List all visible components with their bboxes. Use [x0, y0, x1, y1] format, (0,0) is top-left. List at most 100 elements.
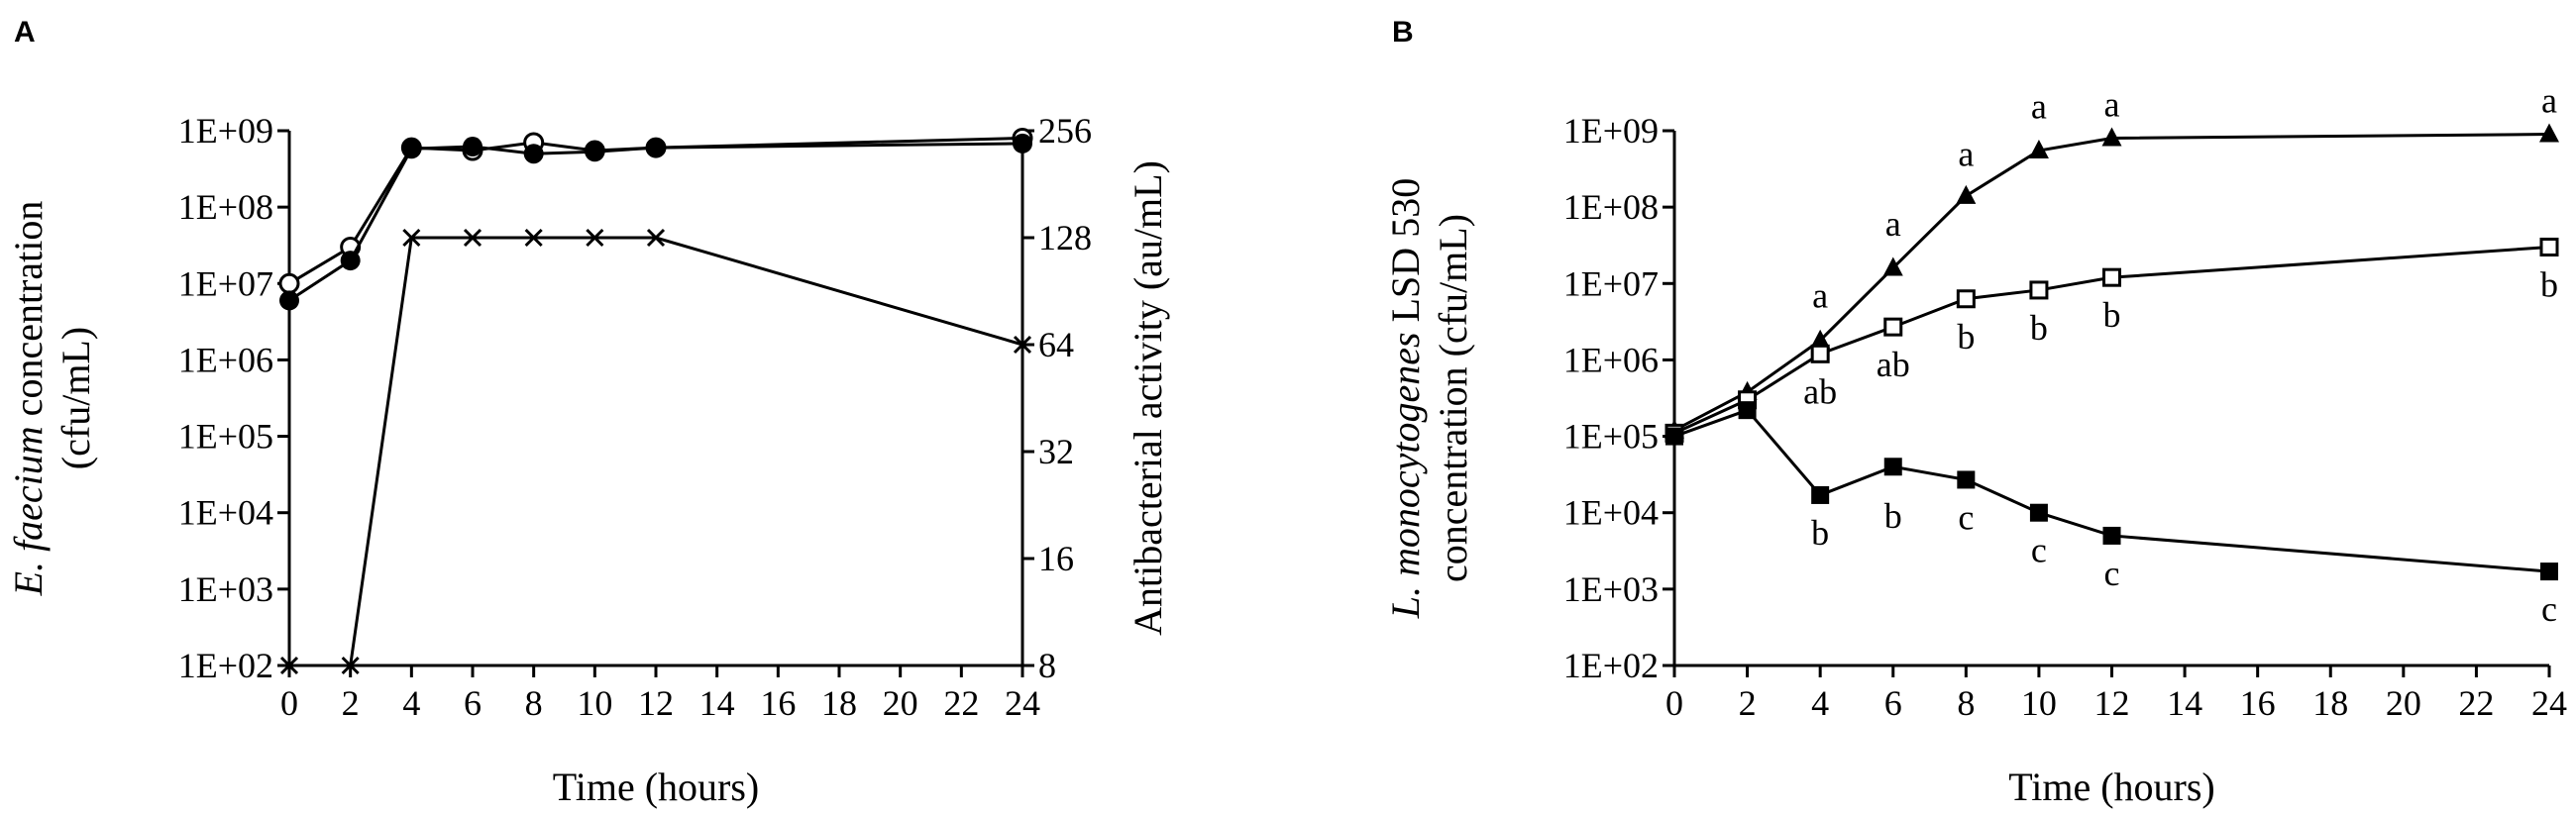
panel-b-point-label: b: [2030, 308, 2048, 348]
panel-a-y-tick-label: 1E+03: [178, 569, 273, 609]
panel-b-y-tick-label: 1E+09: [1563, 111, 1659, 151]
panel-b-point-label: a: [2104, 84, 2120, 124]
panel-a-y2-tick-label: 8: [1038, 646, 1056, 685]
panel-a-cross-marker: [341, 656, 360, 675]
panel-a-y2-tick-label: 32: [1038, 432, 1074, 471]
panel-b-letter: B: [1392, 16, 1414, 49]
panel-b-y-tick-label: 1E+07: [1563, 263, 1659, 303]
panel-b-point-label: b: [1884, 496, 1902, 536]
panel-b-x-tick-label: 16: [2240, 683, 2276, 723]
panel-a-x-tick-label: 10: [577, 683, 612, 723]
panel-a-x-tick-label: 0: [280, 683, 298, 723]
panel-a-y-tick-label: 1E+06: [178, 340, 273, 379]
panel-b-filled-square-marker: [2540, 563, 2558, 581]
panel-b-point-label: c: [2104, 554, 2120, 593]
panel-a-y-tick-label: 1E+07: [178, 263, 273, 303]
panel-a-y-axis-title-italic: E. faecium: [6, 426, 51, 596]
panel-b-filled-triangle-marker: [2539, 123, 2559, 143]
panel-b-series-2-line: [1673, 245, 2550, 435]
panel-b-x-tick-label: 4: [1811, 683, 1829, 723]
panel-a-y-axis-title-rest: concentration: [6, 201, 51, 427]
panel-b-filled-square-marker: [1957, 470, 1976, 489]
panel-a-y-tick-label: 1E+04: [178, 493, 273, 533]
panel-b-point-label: b: [2540, 264, 2558, 304]
panel-b-x-tick-label: 14: [2167, 683, 2202, 723]
panel-b-filled-square-marker: [2102, 526, 2121, 545]
panel-b-x-axis-title: Time (hours): [2008, 765, 2215, 809]
panel-b-x-tick-label: 12: [2094, 683, 2130, 723]
panel-a-cross-marker: [279, 656, 299, 675]
panel-b-filled-square-marker: [1738, 401, 1757, 420]
panel-a-series-2-line: [288, 142, 1023, 302]
panel-a-x-tick-label: 24: [1005, 683, 1040, 723]
panel-b-y-tick-label: 1E+04: [1563, 493, 1659, 533]
panel-b-x-tick-label: 24: [2531, 683, 2567, 723]
panel-b-open-square-marker: [2102, 267, 2121, 287]
panel-b-x-tick-label: 10: [2021, 683, 2057, 723]
panel-b-point-label: c: [2541, 589, 2557, 629]
panel-a-cross-marker: [1013, 335, 1032, 355]
panel-a-filled-circle-marker: [1013, 133, 1032, 154]
panel-a-x-tick-label: 18: [821, 683, 857, 723]
panel-a-y-tick-label: 1E+05: [178, 417, 273, 457]
panel-a-open-circle-marker: [278, 272, 300, 294]
panel-b-y-tick-label: 1E+05: [1563, 417, 1659, 457]
panel-a-x-tick-label: 22: [943, 683, 979, 723]
panel-a-y2-tick-label: 128: [1038, 218, 1092, 257]
panel-a-series-1-line: [288, 136, 1023, 285]
panel-b-x-tick-label: 6: [1884, 683, 1902, 723]
panel-b-point-label: a: [1885, 204, 1901, 244]
panel-b-point-label: a: [1812, 276, 1828, 316]
panel-b-x-tick-label: 18: [2312, 683, 2348, 723]
panel-a-cross-marker: [463, 228, 483, 248]
panel-b-series-1-line: [1673, 133, 2550, 432]
panel-a-filled-circle-marker: [585, 142, 605, 162]
panel-a-x-tick-label: 6: [464, 683, 482, 723]
panel-b-x-tick-label: 2: [1739, 683, 1757, 723]
panel-a-filled-circle-marker: [646, 138, 666, 158]
panel-b-point-label: b: [1957, 317, 1975, 357]
panel-b-y-axis-title-italic: L. monocytogenes: [1383, 332, 1428, 619]
panel-b-point-label: c: [1958, 497, 1974, 537]
panel-b-x-tick-label: 0: [1665, 683, 1683, 723]
panel-b-filled-triangle-marker: [2101, 127, 2122, 147]
panel-a-x-tick-label: 14: [699, 683, 735, 723]
panel-a-y-axis-title: E. faecium concentration: [6, 201, 51, 597]
panel-a-y-tick-label: 1E+02: [178, 646, 273, 685]
panel-b-filled-square-marker: [2029, 503, 2048, 522]
panel-a-x-tick-label: 12: [638, 683, 674, 723]
panel-a-x-tick-label: 16: [760, 683, 796, 723]
panel-b-filled-triangle-marker: [1810, 329, 1831, 349]
panel-a-x-tick-label: 20: [883, 683, 918, 723]
panel-b-x-tick-label: 22: [2458, 683, 2494, 723]
panel-b: B 1E+02 1E+03 1E+04 1E+05 1E+06 1E+07 1E+08 1E+…: [1383, 16, 2567, 809]
panel-b-x-tick-label: 8: [1957, 683, 1975, 723]
panel-a-letter: A: [14, 16, 36, 49]
panel-a-filled-circle-marker: [340, 251, 361, 271]
panel-b-y-tick-label: 1E+08: [1563, 187, 1659, 227]
panel-a-y-tick-label: 1E+08: [178, 187, 273, 227]
panel-b-filled-triangle-marker: [2028, 140, 2049, 159]
panel-a-y-tick-label: 1E+09: [178, 111, 273, 151]
panel-b-y-axis-title-line2: concentration (cfu/mL): [1431, 214, 1475, 582]
panel-b-point-label: c: [2031, 531, 2047, 570]
panel-a-x-tick-label: 4: [402, 683, 420, 723]
panel-a-filled-circle-marker: [523, 144, 544, 164]
panel-b-point-label: b: [2103, 295, 2121, 335]
panel-a-y2-tick-label: 16: [1038, 539, 1074, 578]
panel-b-filled-triangle-marker: [1882, 256, 1903, 276]
panel-a-series-3-line: [289, 236, 1023, 667]
panel-b-filled-square-marker: [1811, 485, 1830, 504]
panel-a-cross-marker: [524, 228, 543, 248]
panel-a-cross-marker: [586, 228, 604, 248]
panel-b-y-tick-label: 1E+06: [1563, 340, 1659, 379]
panel-a-filled-circle-marker: [463, 137, 483, 157]
panel-b-point-label: ab: [1877, 345, 1910, 384]
panel-a-x-tick-label: 8: [525, 683, 543, 723]
panel-a-y2-tick-label: 64: [1038, 325, 1074, 364]
panel-b-y-axis-title: L. monocytogenes LSD 530: [1383, 178, 1428, 619]
panel-b-y-axis-title-rest: LSD 530: [1383, 178, 1428, 333]
panel-b-filled-triangle-marker: [1956, 184, 1977, 204]
panel-a-y2-axis-title: Antibacterial activity (au/mL): [1126, 160, 1170, 636]
